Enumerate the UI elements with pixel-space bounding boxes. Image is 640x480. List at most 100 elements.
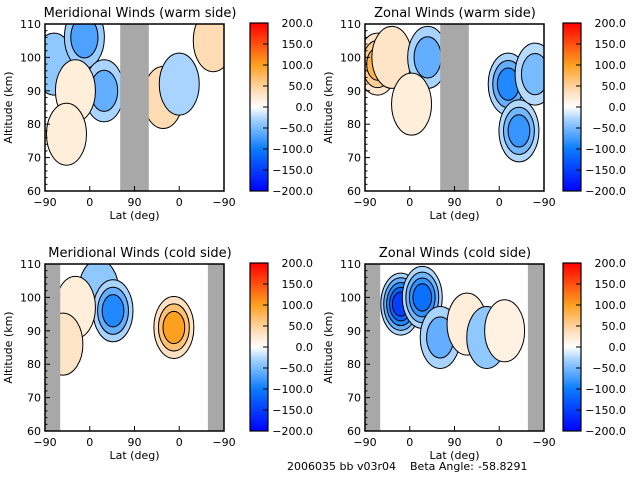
y-axis-label: Altitude (km) <box>2 71 15 143</box>
colorbar-tick-label: 150.0 <box>282 38 314 51</box>
colorbar-tick-label: 150.0 <box>282 278 314 291</box>
x-tick-label: −90 <box>532 436 555 449</box>
no-data-band-0 <box>120 24 149 191</box>
colorbar-tick-label: −200.0 <box>585 185 626 198</box>
x-tick-label: 90 <box>448 196 462 209</box>
contour-4-level-1 <box>45 102 87 166</box>
x-tick-label: 0 <box>86 196 93 209</box>
y-tick-label: 70 <box>347 392 361 405</box>
x-tick-label: −90 <box>212 196 235 209</box>
x-tick-label: 0 <box>406 436 413 449</box>
colorbar-tick-label: 50.0 <box>602 320 627 333</box>
colorbar-tick-label: 200.0 <box>282 257 314 270</box>
colorbar-tick-label: 50.0 <box>289 80 314 93</box>
no-data-band-1 <box>527 264 544 431</box>
x-tick-label: 90 <box>128 196 142 209</box>
colorbar-tick-label: −50.0 <box>279 362 313 375</box>
y-tick-label: 60 <box>27 425 41 438</box>
y-tick-label: 80 <box>27 358 41 371</box>
y-tick-label: 90 <box>347 325 361 338</box>
colorbar-tick-label: −150.0 <box>585 404 626 417</box>
colorbar-tick-label: −150.0 <box>272 164 313 177</box>
chart-panel-1: 60 70 80 90 100 110 −90 0 90 0 −90 Zonal Winds (war… <box>322 6 626 222</box>
colorbar-tick-label: −200.0 <box>585 425 626 438</box>
y-tick-label: 110 <box>20 18 41 31</box>
contour-6-level-2 <box>520 53 544 96</box>
colorbar-tick-label: −50.0 <box>592 122 626 135</box>
no-data-band-1 <box>207 264 224 431</box>
y-tick-label: 100 <box>340 291 361 304</box>
no-data-band-0 <box>365 264 381 431</box>
colorbar-tick-label: 200.0 <box>595 17 627 30</box>
x-tick-label: −90 <box>353 196 376 209</box>
y-tick-label: 80 <box>27 118 41 131</box>
contour-3-level-1 <box>391 72 433 136</box>
colorbar-tick-label: 100.0 <box>595 59 627 72</box>
colorbar-tick-label: 100.0 <box>282 299 314 312</box>
footer-beta-label: Beta Angle: <box>410 460 474 473</box>
contour-1-level-3 <box>101 294 125 328</box>
no-data-band-0 <box>45 264 61 431</box>
y-axis-label: Altitude (km) <box>322 311 335 383</box>
contour-1-level-4 <box>412 283 433 312</box>
y-tick-label: 60 <box>347 185 361 198</box>
x-tick-label: 0 <box>176 196 183 209</box>
x-tick-label: −90 <box>212 436 235 449</box>
y-tick-label: 110 <box>340 18 361 31</box>
y-tick-label: 70 <box>27 152 41 165</box>
colorbar-tick-label: −100.0 <box>272 143 313 156</box>
y-axis-label: Altitude (km) <box>2 311 15 383</box>
colorbar-tick-label: 50.0 <box>602 80 627 93</box>
x-tick-label: 0 <box>86 436 93 449</box>
colorbar: 200.0 150.0 100.0 50.0 0.0 −50.0 −100.0 −150.0 −… <box>562 257 627 438</box>
x-tick-label: −90 <box>33 196 56 209</box>
contour-7-level-1 <box>192 24 224 73</box>
y-tick-label: 100 <box>20 51 41 64</box>
colorbar-tick-label: −200.0 <box>272 185 313 198</box>
x-tick-label: 90 <box>448 436 462 449</box>
colorbar-tick-label: −50.0 <box>279 122 313 135</box>
contour-1-level-2 <box>70 24 99 59</box>
colorbar-tick-label: −150.0 <box>585 164 626 177</box>
colorbar-tick-label: 200.0 <box>595 257 627 270</box>
y-tick-label: 80 <box>347 358 361 371</box>
colorbar-tick-label: −100.0 <box>585 143 626 156</box>
y-tick-label: 90 <box>27 85 41 98</box>
y-tick-label: 110 <box>20 258 41 271</box>
x-tick-label: −90 <box>532 196 555 209</box>
y-tick-label: 70 <box>347 152 361 165</box>
colorbar-tick-label: −50.0 <box>592 362 626 375</box>
x-tick-label: 0 <box>496 196 503 209</box>
colorbar-tick-label: 0.0 <box>296 341 314 354</box>
x-axis-label: Lat (deg) <box>110 209 160 222</box>
x-tick-label: 0 <box>406 196 413 209</box>
y-tick-label: 60 <box>27 185 41 198</box>
chart-title: Zonal Winds (cold side) <box>379 246 531 261</box>
colorbar-tick-label: 100.0 <box>282 59 314 72</box>
colorbar-tick-label: −100.0 <box>272 383 313 396</box>
contour-5-level-1 <box>484 299 526 363</box>
colorbar-tick-label: 50.0 <box>289 320 314 333</box>
x-tick-label: 0 <box>496 436 503 449</box>
x-tick-label: −90 <box>33 436 56 449</box>
y-tick-label: 60 <box>347 425 361 438</box>
colorbar: 200.0 150.0 100.0 50.0 0.0 −50.0 −100.0 −150.0 −… <box>249 257 314 438</box>
chart-panel-2: 60 70 80 90 100 110 −90 0 90 0 −90 Meridional Winds… <box>2 246 313 462</box>
chart-title: Meridional Winds (warm side) <box>44 6 237 21</box>
contour-5-level-3 <box>507 114 531 148</box>
y-tick-label: 100 <box>20 291 41 304</box>
colorbar-tick-label: 200.0 <box>282 17 314 30</box>
colorbar-tick-label: 0.0 <box>609 101 627 114</box>
chart-title: Meridional Winds (cold side) <box>48 246 231 261</box>
colorbar-tick-label: 0.0 <box>296 101 314 114</box>
y-tick-label: 90 <box>27 325 41 338</box>
colorbar-tick-label: −150.0 <box>272 404 313 417</box>
no-data-band-0 <box>440 24 469 191</box>
footer-id-text: 2006035 bb v03r04 <box>287 460 396 473</box>
x-tick-label: 90 <box>128 436 142 449</box>
colorbar: 200.0 150.0 100.0 50.0 0.0 −50.0 −100.0 −150.0 −… <box>562 17 627 198</box>
colorbar-tick-label: 150.0 <box>595 38 627 51</box>
y-tick-label: 80 <box>347 118 361 131</box>
x-tick-label: −90 <box>353 436 376 449</box>
